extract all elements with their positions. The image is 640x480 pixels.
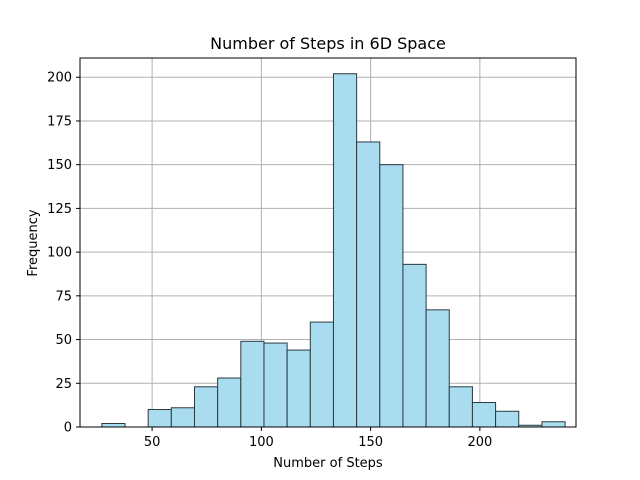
x-axis-ticks: 50 100 150 200 bbox=[144, 427, 492, 450]
histogram-bar bbox=[356, 141, 381, 428]
histogram-bar bbox=[193, 386, 219, 428]
histogram-bar bbox=[471, 402, 497, 428]
x-tick-label: 100 bbox=[249, 435, 274, 450]
histogram-bar bbox=[286, 349, 311, 428]
histogram-bar bbox=[425, 309, 450, 428]
y-tick-label: 0 bbox=[64, 421, 72, 436]
x-tick-label: 150 bbox=[358, 435, 383, 450]
y-axis-label: Frequency bbox=[26, 209, 41, 276]
chart-title: Number of Steps in 6D Space bbox=[210, 34, 446, 53]
histogram-bar bbox=[495, 410, 520, 428]
x-axis-label: Number of Steps bbox=[273, 456, 383, 471]
y-tick-label: 150 bbox=[47, 158, 72, 173]
histogram-bar bbox=[448, 386, 473, 428]
histogram-bar bbox=[101, 423, 126, 428]
y-tick-label: 50 bbox=[55, 333, 72, 348]
y-axis-ticks: 0 25 50 75 100 125 150 175 200 bbox=[47, 71, 80, 436]
histogram-bar bbox=[217, 377, 242, 428]
histogram-bar bbox=[541, 421, 566, 428]
x-tick-label: 50 bbox=[144, 435, 161, 450]
histogram-bar bbox=[240, 340, 265, 428]
plot-frame bbox=[79, 57, 577, 428]
histogram-bars bbox=[101, 73, 566, 428]
y-tick-label: 175 bbox=[47, 114, 72, 129]
histogram-bar bbox=[402, 263, 427, 428]
histogram-bar bbox=[147, 409, 172, 428]
x-tick-label: 200 bbox=[467, 435, 492, 450]
histogram-bar bbox=[379, 164, 404, 428]
y-tick-label: 100 bbox=[47, 246, 72, 261]
y-tick-label: 75 bbox=[55, 289, 72, 304]
y-tick-label: 25 bbox=[55, 377, 72, 392]
histogram-bar bbox=[263, 342, 288, 428]
histogram-bar bbox=[332, 73, 358, 428]
histogram-bar bbox=[170, 407, 195, 428]
y-tick-label: 200 bbox=[47, 71, 72, 86]
y-tick-label: 125 bbox=[47, 202, 72, 217]
histogram-bar bbox=[309, 321, 334, 428]
